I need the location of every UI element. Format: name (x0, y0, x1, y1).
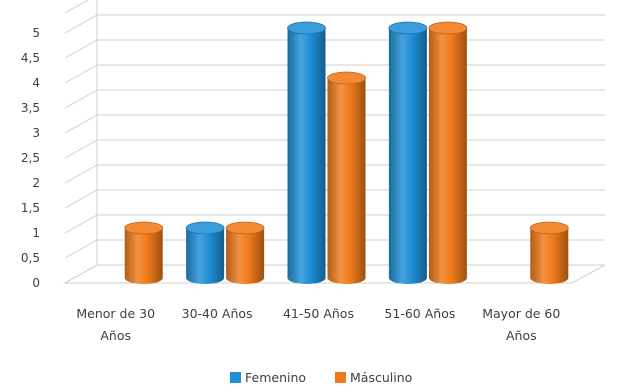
gridline-depth (64, 114, 98, 134)
y-tick-label: 3 (32, 126, 40, 140)
y-tick-label: 1,5 (21, 201, 40, 215)
y-tick-label: 2 (32, 176, 40, 190)
y-axis-ticks: 0 0,5 1 1,5 2 2,5 3 3,5 4 4,5 5 (21, 26, 40, 290)
y-tick-label: 4,5 (21, 51, 40, 65)
x-category-label: 41-50 Años (283, 306, 354, 321)
x-axis-categories: Menor de 30 Años 30-40 Años 41-50 Años 51-60… (76, 306, 560, 343)
gridline-depth (64, 14, 98, 34)
gridline-depth (64, 189, 98, 209)
y-tick-label: 4 (32, 76, 40, 90)
y-tick-label: 3,5 (21, 101, 40, 115)
bar-femenino-1 (185, 221, 225, 284)
chart-legend: Femenino Másculino (230, 370, 412, 385)
gridline-depth (64, 239, 98, 259)
gridline-depth (64, 139, 98, 159)
x-category-label: Menor de 30 Años (76, 306, 155, 343)
bar-másculino-0 (124, 221, 164, 284)
gridline-depth (64, 64, 98, 84)
x-category-label: Mayor de 60 Años (482, 306, 560, 343)
bar-másculino-3 (428, 21, 468, 284)
y-tick-label: 1 (32, 226, 40, 240)
y-tick-label: 2,5 (21, 151, 40, 165)
bar-femenino-3 (388, 21, 428, 284)
gridline-depth (64, 164, 98, 184)
x-category-label: 30-40 Años (182, 306, 253, 321)
legend-swatch (230, 372, 241, 383)
y-tick-label: 5 (32, 26, 40, 40)
bar-másculino-1 (225, 221, 265, 284)
legend-label: Femenino (245, 370, 306, 385)
y-tick-label: 0,5 (21, 251, 40, 265)
x-category-label: 51-60 Años (384, 306, 455, 321)
legend-swatch (335, 372, 346, 383)
gridline-depth (64, 0, 90, 14)
gridline-depth (64, 39, 98, 59)
gridline-depth (64, 214, 98, 234)
bar-másculino-2 (327, 71, 366, 284)
legend-label: Másculino (350, 370, 412, 385)
legend-item-femenino: Femenino (230, 370, 306, 385)
y-tick-label: 0 (32, 276, 40, 290)
chart-bars (124, 21, 569, 284)
bar-másculino-4 (529, 221, 569, 284)
legend-item-másculino: Másculino (335, 370, 412, 385)
gridline-depth (64, 89, 98, 109)
bar-femenino-2 (287, 21, 326, 284)
